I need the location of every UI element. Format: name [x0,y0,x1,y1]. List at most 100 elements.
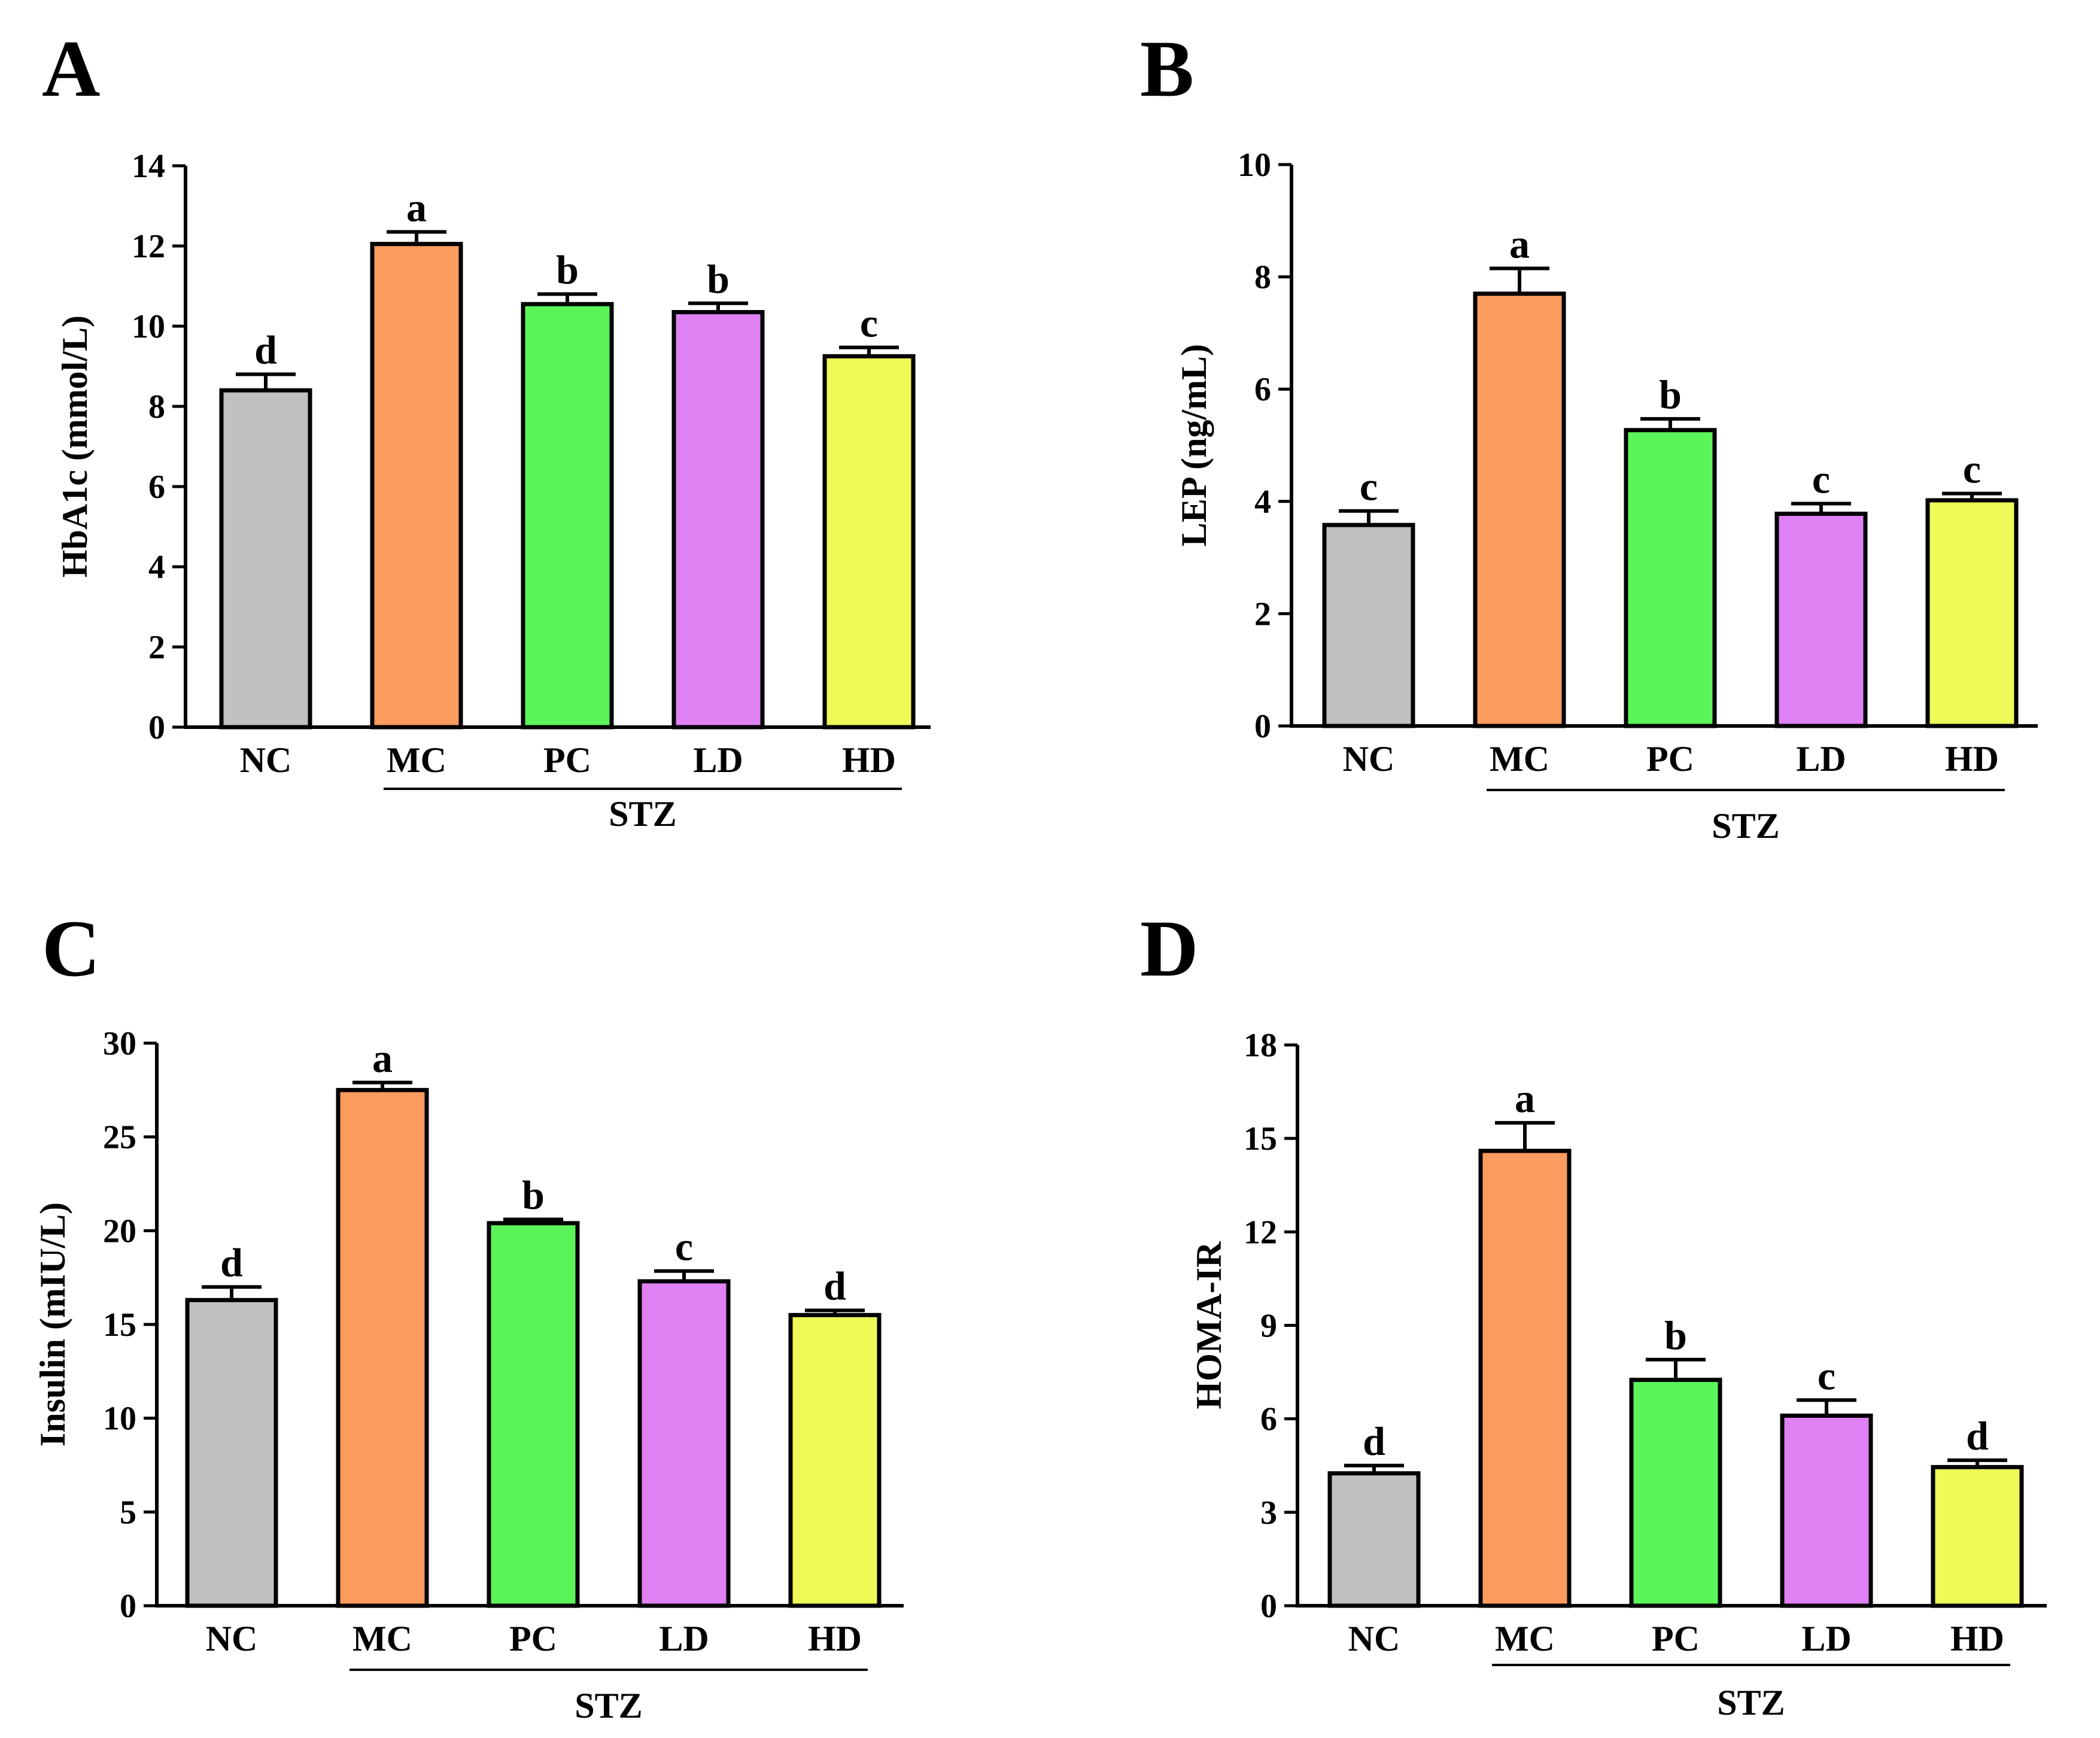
y-tick-label: 0 [148,709,165,746]
significance-label: c [1812,457,1830,502]
bar-nc [185,1298,278,1608]
y-tick-label: 0 [1260,1588,1277,1625]
y-tick-label: 25 [103,1119,136,1156]
significance-label: d [1363,1418,1385,1464]
bar-mc [1473,291,1566,728]
significance-label: b [1659,372,1682,417]
chart-panel-c: C 0 5 10 15 20 25 30 Insulin (mIU/L) d NC a MC b PC c LD… [33,904,904,1725]
y-tick-label: 9 [1260,1308,1277,1345]
bar-ld [1780,1413,1873,1608]
y-tick-label: 20 [103,1213,136,1250]
y-tick-label: 6 [148,469,165,506]
panel-label: C [42,904,101,993]
significance-label: b [707,256,730,302]
significance-label: b [522,1172,545,1218]
bar-pc [1629,1378,1722,1608]
bar-nc [1327,1471,1421,1608]
y-tick-label: 8 [148,388,165,426]
y-tick-label: 0 [1254,708,1271,745]
y-tick-label: 12 [132,228,165,265]
bar-ld [637,1279,731,1608]
chart-panel-b: B 0 2 4 6 8 10 LEP (ng/mL) c NC a MC b PC c LD c HD STZ [1140,25,2038,846]
panel-label: B [1140,25,1194,114]
x-tick-label: LD [693,740,743,780]
bar-nc [219,388,312,730]
x-tick-label: HD [1950,1619,2004,1658]
y-tick-label: 2 [148,629,165,666]
x-tick-label: NC [240,740,292,780]
x-tick-label: PC [509,1619,557,1658]
bar-pc [521,302,614,730]
significance-label: c [860,300,878,346]
significance-label: a [1509,221,1530,267]
y-tick-label: 5 [120,1494,136,1531]
x-tick-label: MC [387,740,446,780]
bar-hd [788,1312,882,1608]
bar-mc [370,242,463,730]
y-tick-label: 10 [1238,147,1271,184]
x-tick-label: LD [659,1619,709,1658]
y-tick-label: 4 [148,549,165,586]
y-axis-title: LEP (ng/mL) [1174,344,1214,546]
significance-label: d [1966,1413,1989,1459]
y-tick-label: 12 [1244,1214,1277,1251]
y-tick-label: 10 [103,1400,136,1438]
y-tick-label: 15 [1244,1120,1277,1157]
group-label: STZ [1717,1683,1785,1722]
significance-label: c [675,1224,693,1269]
y-axis-title: Insulin (mIU/L) [33,1202,72,1447]
x-tick-label: HD [808,1619,862,1658]
y-axis-title: HbA1c (mmol/L) [55,315,95,578]
bar-pc [487,1221,580,1608]
y-tick-label: 30 [103,1025,136,1062]
panel-label: A [42,25,101,114]
y-tick-label: 15 [103,1306,136,1344]
chart-panel-d: D 0 3 6 9 12 15 18 HOMA-IR d NC a MC b PC c LD d HD STZ [1140,904,2047,1722]
bar-mc [336,1087,429,1608]
x-tick-label: MC [352,1619,412,1658]
bar-hd [1931,1464,2024,1608]
y-tick-label: 14 [132,148,165,185]
significance-label: c [1360,464,1378,509]
x-tick-label: MC [1490,739,1549,779]
significance-label: a [1515,1075,1535,1121]
y-tick-label: 18 [1244,1027,1277,1064]
x-tick-label: PC [543,740,591,780]
bar-hd [822,354,916,730]
significance-label: b [556,247,579,292]
bar-nc [1322,522,1415,728]
y-tick-label: 2 [1254,595,1271,633]
bar-ld [1774,511,1868,728]
significance-label: d [823,1263,846,1309]
significance-label: d [254,327,277,372]
x-tick-label: PC [1652,1619,1700,1658]
x-tick-label: HD [842,740,896,780]
significance-label: c [1818,1353,1835,1398]
group-label: STZ [575,1686,642,1725]
y-tick-label: 0 [120,1588,136,1625]
x-tick-label: HD [1945,739,1999,779]
x-tick-label: PC [1646,739,1694,779]
y-tick-label: 6 [1260,1401,1277,1438]
chart-panel-a: A 0 2 4 6 8 10 12 14 HbA1c (mmol/L) d NC a MC b PC b LD c H… [42,25,931,834]
panel-label: D [1140,904,1199,993]
x-tick-label: NC [206,1619,258,1658]
y-axis-title: HOMA-IR [1189,1241,1229,1409]
significance-label: d [220,1239,243,1285]
x-tick-label: NC [1348,1619,1400,1658]
x-tick-label: MC [1495,1619,1555,1658]
y-tick-label: 8 [1254,259,1271,296]
significance-label: a [372,1035,393,1081]
bar-ld [671,310,765,730]
x-tick-label: NC [1343,739,1395,779]
y-tick-label: 10 [132,308,165,345]
y-tick-label: 4 [1254,484,1271,521]
significance-label: c [1963,446,1981,492]
y-tick-label: 3 [1260,1494,1277,1532]
bar-hd [1925,498,2019,728]
significance-label: b [1664,1312,1687,1358]
x-tick-label: LD [1801,1619,1851,1658]
group-label: STZ [1712,806,1779,846]
bar-mc [1478,1148,1572,1608]
